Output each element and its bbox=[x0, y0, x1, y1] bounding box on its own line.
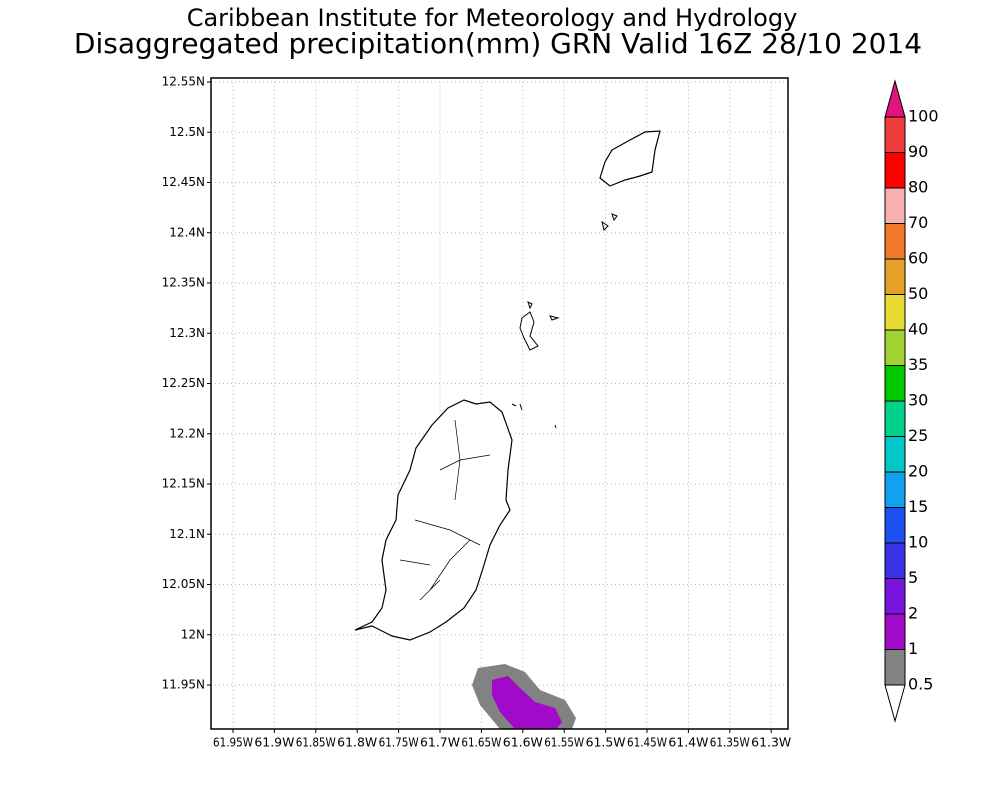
colorbar-box bbox=[884, 152, 906, 189]
colorbar-triangle bbox=[884, 684, 906, 723]
colorbar-box bbox=[884, 187, 906, 224]
colorbar-box bbox=[884, 578, 906, 615]
colorbar-box bbox=[884, 542, 906, 579]
lon-label: 61.4W bbox=[668, 736, 708, 750]
colorbar-box bbox=[884, 649, 906, 686]
colorbar-box bbox=[884, 400, 906, 437]
lat-label: 12.3N bbox=[169, 326, 205, 340]
lat-label: 12.55N bbox=[162, 75, 205, 89]
colorbar-label: 1 bbox=[908, 639, 918, 658]
lon-label: 61.75W bbox=[379, 736, 419, 750]
lat-label: 12.05N bbox=[162, 577, 205, 591]
parish-lines bbox=[399, 419, 491, 601]
lat-label: 12.45N bbox=[162, 175, 205, 189]
colorbar-label: 30 bbox=[908, 391, 928, 410]
island-grenada bbox=[354, 399, 513, 641]
colorbar-label: 5 bbox=[908, 568, 918, 587]
colorbar-label: 25 bbox=[908, 426, 928, 445]
lat-label: 12.15N bbox=[162, 477, 205, 491]
lat-label: 12N bbox=[181, 627, 205, 641]
islets-north bbox=[601, 213, 618, 231]
colorbar-box bbox=[884, 294, 906, 331]
lat-label: 12.35N bbox=[162, 276, 205, 290]
colorbar-box bbox=[884, 436, 906, 473]
colorbar-triangle bbox=[884, 79, 906, 118]
islets-grenadines bbox=[511, 301, 560, 429]
colorbar-label: 100 bbox=[908, 107, 939, 126]
colorbar: 100 90 80 70 60 50 40 35 30 25 20 15 10 5 2 1 0.5 bbox=[884, 79, 939, 723]
lon-label: 61.35W bbox=[710, 736, 750, 750]
colorbar-box bbox=[884, 223, 906, 260]
colorbar-label: 10 bbox=[908, 533, 928, 552]
colorbar-label: 2 bbox=[908, 604, 918, 623]
lon-label: 61.45W bbox=[627, 736, 667, 750]
lat-label: 12.1N bbox=[169, 527, 205, 541]
lat-label: 12.4N bbox=[169, 225, 205, 239]
colorbar-label: 15 bbox=[908, 497, 928, 516]
colorbar-label: 0.5 bbox=[908, 675, 933, 694]
lon-label: 61.85W bbox=[296, 736, 336, 750]
colorbar-box bbox=[884, 613, 906, 650]
lon-label: 61.6W bbox=[503, 736, 543, 750]
lat-label: 12.25N bbox=[162, 376, 205, 390]
lon-label: 61.7W bbox=[420, 736, 460, 750]
colorbar-box bbox=[884, 258, 906, 295]
colorbar-label: 40 bbox=[908, 320, 928, 339]
colorbar-label: 50 bbox=[908, 284, 928, 303]
lon-label: 61.65W bbox=[461, 736, 501, 750]
colorbar-label: 90 bbox=[908, 142, 928, 161]
lat-label: 11.95N bbox=[162, 678, 205, 692]
colorbar-label: 20 bbox=[908, 462, 928, 481]
island-carriacou bbox=[599, 130, 661, 187]
lon-label: 61.95W bbox=[213, 736, 253, 750]
grid: 12.55N 12.5N 12.45N 12.4N 12.35N 12.3N 12.25N 1… bbox=[162, 75, 792, 750]
lon-label: 61.55W bbox=[544, 736, 584, 750]
colorbar-box bbox=[884, 116, 906, 153]
lat-label: 12.5N bbox=[169, 125, 205, 139]
lon-label: 61.9W bbox=[254, 736, 294, 750]
colorbar-box bbox=[884, 471, 906, 508]
colorbar-box bbox=[884, 507, 906, 544]
colorbar-box bbox=[884, 329, 906, 366]
subtitle: Disaggregated precipitation(mm) GRN Vali… bbox=[74, 27, 922, 60]
colorbar-box bbox=[884, 365, 906, 402]
lon-label: 61.3W bbox=[751, 736, 791, 750]
colorbar-label: 70 bbox=[908, 213, 928, 232]
map-frame bbox=[210, 77, 789, 730]
title: Caribbean Institute for Meteorology and … bbox=[187, 4, 798, 32]
lon-label: 61.8W bbox=[337, 736, 377, 750]
precip-area-high bbox=[492, 676, 562, 729]
colorbar-label: 80 bbox=[908, 178, 928, 197]
lat-label: 12.2N bbox=[169, 426, 205, 440]
lon-label: 61.5W bbox=[586, 736, 626, 750]
colorbar-label: 35 bbox=[908, 355, 928, 374]
colorbar-label: 60 bbox=[908, 249, 928, 268]
